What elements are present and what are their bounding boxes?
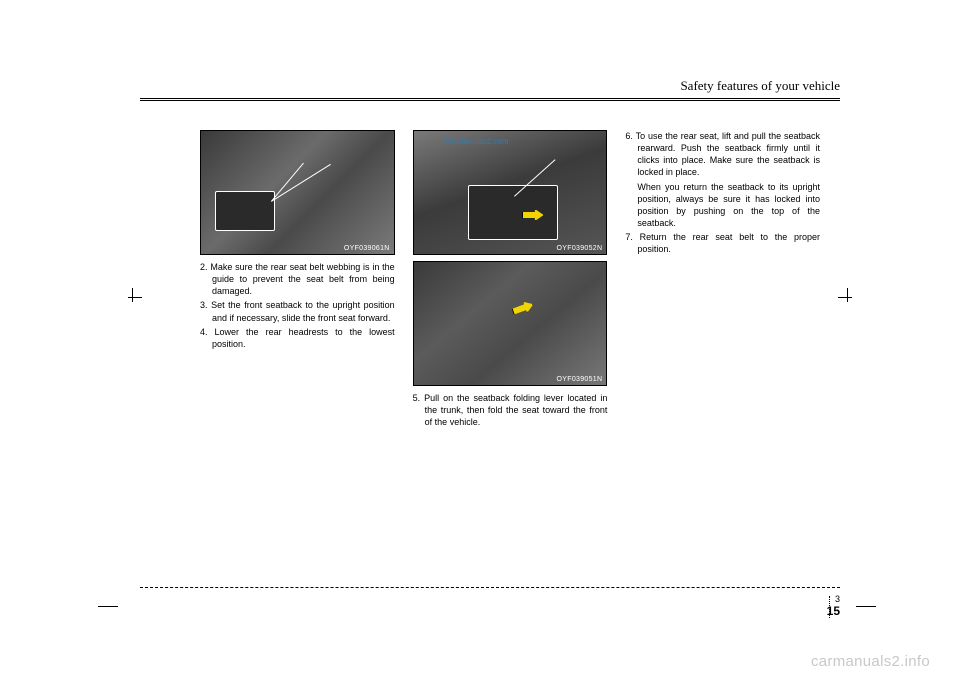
header-rule-thin bbox=[140, 100, 840, 101]
list-item: 6. To use the rear seat, lift and pull t… bbox=[625, 130, 820, 179]
list-item: 5. Pull on the seatback folding lever lo… bbox=[413, 392, 608, 428]
column-left: OYF039061N 2. Make sure the rear seat be… bbox=[200, 130, 395, 430]
page-number: 3 15 bbox=[827, 595, 840, 618]
registration-mark-icon bbox=[98, 596, 118, 616]
site-watermark: carmanuals2.info bbox=[811, 653, 930, 670]
text-block-left: 2. Make sure the rear seat belt webbing … bbox=[200, 261, 395, 350]
page-number-value: 15 bbox=[827, 605, 840, 618]
figure-trunk-lever: CarManuals2.com OYF039052N bbox=[413, 130, 608, 255]
list-item-continuation: When you return the seatback to its upri… bbox=[625, 181, 820, 230]
list-item: 4. Lower the rear headrests to the lowes… bbox=[200, 326, 395, 350]
figure-watermark: CarManuals2.com bbox=[444, 137, 509, 146]
footer-rule bbox=[140, 587, 840, 588]
content-row: OYF039061N 2. Make sure the rear seat be… bbox=[200, 130, 820, 430]
column-middle: CarManuals2.com OYF039052N OYF039051N 5.… bbox=[413, 130, 608, 430]
header-rule-thick bbox=[140, 98, 840, 99]
figure-callout-box bbox=[215, 191, 275, 231]
header-title: Safety features of your vehicle bbox=[680, 78, 840, 94]
figure-fold-seat: OYF039051N bbox=[413, 261, 608, 386]
figure-code: OYF039061N bbox=[344, 245, 390, 252]
column-right: 6. To use the rear seat, lift and pull t… bbox=[625, 130, 820, 430]
figure-callout-box bbox=[468, 185, 558, 240]
figure-seat-belt-guide: OYF039061N bbox=[200, 130, 395, 255]
figure-code: OYF039051N bbox=[557, 376, 603, 383]
text-block-middle: 5. Pull on the seatback folding lever lo… bbox=[413, 392, 608, 428]
list-item: 7. Return the rear seat belt to the prop… bbox=[625, 231, 820, 255]
page: Safety features of your vehicle OYF03906… bbox=[0, 0, 960, 678]
registration-mark-icon bbox=[856, 596, 876, 616]
text-block-right: 6. To use the rear seat, lift and pull t… bbox=[625, 130, 820, 255]
registration-mark-icon bbox=[840, 290, 860, 310]
figure-code: OYF039052N bbox=[557, 245, 603, 252]
list-item: 2. Make sure the rear seat belt webbing … bbox=[200, 261, 395, 297]
registration-mark-icon bbox=[120, 290, 140, 310]
list-item: 3. Set the front seatback to the upright… bbox=[200, 299, 395, 323]
